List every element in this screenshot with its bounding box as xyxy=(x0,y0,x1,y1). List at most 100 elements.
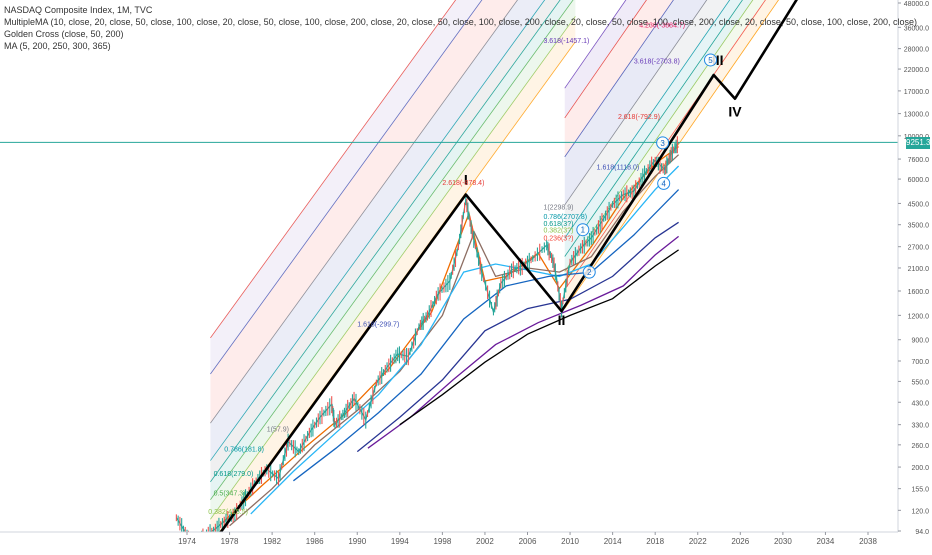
fib-level-label: 1(57.9) xyxy=(267,426,289,433)
sub-wave-marker xyxy=(576,223,590,237)
legend-multiple-ma: MultipleMA (10, close, 20, close, 50, cl… xyxy=(4,17,918,27)
sub-wave-marker xyxy=(704,53,718,67)
y-tick-label: 17000.0 xyxy=(904,89,929,96)
moving-average-line xyxy=(356,221,679,453)
y-tick-label: 22000.0 xyxy=(904,67,929,74)
x-tick-label: 1998 xyxy=(433,537,451,546)
fib-channel-line xyxy=(564,0,647,119)
y-tick-label: 550.0 xyxy=(911,379,929,386)
x-tick-label: 1978 xyxy=(221,537,239,546)
y-tick-label: 4500.0 xyxy=(908,201,930,208)
y-tick-label: 13000.0 xyxy=(904,112,929,119)
y-tick-label: 260.0 xyxy=(911,443,929,450)
sub-wave-label: 1 xyxy=(581,226,586,235)
y-tick-label: 7600.0 xyxy=(908,157,930,164)
fib-level-label: 0.618(279.0) xyxy=(214,471,254,478)
fib-channel-line xyxy=(564,0,674,158)
y-tick-label: 155.0 xyxy=(911,487,929,494)
moving-average-line xyxy=(367,235,680,449)
x-tick-label: 2018 xyxy=(646,537,664,546)
x-tick-label: 2034 xyxy=(817,537,835,546)
moving-average-line xyxy=(399,249,679,426)
fib-channel-line xyxy=(210,0,574,500)
wave-label: III xyxy=(712,52,724,68)
fib-channel-band xyxy=(210,16,576,545)
sub-wave-label: 5 xyxy=(708,56,713,65)
fib-level-label: 1.618(1118.0) xyxy=(597,165,640,172)
sub-wave-marker xyxy=(656,136,670,150)
fib-channel-line xyxy=(564,0,731,239)
legend-golden-cross: Golden Cross (close, 50, 200) xyxy=(4,29,124,39)
y-tick-label: 2700.0 xyxy=(908,245,930,252)
fib-channel-line xyxy=(210,0,483,375)
y-tick-label: 36000.0 xyxy=(904,25,929,32)
y-tick-label: 120.0 xyxy=(911,508,929,515)
fib-channel-line xyxy=(210,0,457,339)
legend-ma: MA (5, 200, 250, 300, 365) xyxy=(4,41,111,51)
moving-average-line xyxy=(229,154,680,527)
x-tick-label: 2006 xyxy=(519,537,537,546)
fib-level-label: 0.236(3?) xyxy=(543,236,573,243)
fib-level-label: 0.382(3?) xyxy=(543,227,573,234)
fib-channel-line xyxy=(210,16,576,520)
fib-level-label: 1(2298.9) xyxy=(543,204,573,211)
y-tick-label: 1600.0 xyxy=(908,289,930,296)
fib-channel-line xyxy=(564,0,754,272)
y-axis-panel xyxy=(898,0,932,550)
sub-wave-marker xyxy=(582,265,596,279)
y-tick-label: 330.0 xyxy=(911,423,929,430)
fib-level-label: 0.786(181.8) xyxy=(224,447,264,454)
fib-channel-line xyxy=(564,0,766,290)
x-tick-label: 1994 xyxy=(391,537,409,546)
y-tick-label: 900.0 xyxy=(911,338,929,345)
wave-label: II xyxy=(558,312,566,328)
fib-level-label: 4.236(-3884.7) xyxy=(639,22,685,29)
x-tick-label: 1986 xyxy=(306,537,324,546)
legend-title: NASDAQ Composite Index, 1M, TVC xyxy=(4,5,153,15)
x-tick-label: 2038 xyxy=(859,537,877,546)
fib-level-label: 0.618(3?) xyxy=(543,221,573,228)
x-tick-label: 2026 xyxy=(731,537,749,546)
y-tick-label: 430.0 xyxy=(911,400,929,407)
elliott-wave-line xyxy=(217,0,798,536)
y-tick-label: 1200.0 xyxy=(908,313,930,320)
fib-level-label: 0.382(415.5) xyxy=(208,509,248,516)
fib-channel-line xyxy=(210,0,561,483)
last-price-badge: 9251.3 xyxy=(906,137,931,149)
fib-channel-line xyxy=(564,0,743,257)
x-tick-label: 1990 xyxy=(348,537,366,546)
y-tick-label: 3500.0 xyxy=(908,223,930,230)
fib-channel-line xyxy=(210,0,518,424)
x-tick-label: 1982 xyxy=(263,537,281,546)
y-tick-label: 6000.0 xyxy=(908,177,930,184)
wave-label: I xyxy=(464,172,468,188)
fib-level-label: 0.5(347.3) xyxy=(214,490,246,497)
y-tick-label: 94.0 xyxy=(915,529,929,536)
x-tick-label: 2022 xyxy=(689,537,707,546)
fib-channel-line xyxy=(210,0,546,461)
sub-wave-label: 2 xyxy=(587,268,592,277)
sub-wave-label: 4 xyxy=(661,179,666,188)
wave-label: IV xyxy=(728,104,742,120)
x-axis-panel xyxy=(0,532,932,550)
y-tick-label: 2100.0 xyxy=(908,266,930,273)
fib-level-label: 0.786(2707.8) xyxy=(543,214,587,221)
chart-legend: NASDAQ Composite Index, 1M, TVC Multiple… xyxy=(4,4,917,52)
fib-channel-line xyxy=(564,0,708,206)
fib-level-label: 3.618(-2703.8) xyxy=(634,58,680,65)
x-tick-label: 2030 xyxy=(774,537,792,546)
fib-level-label: 1.618(-299.7) xyxy=(357,322,399,329)
x-tick-label: 2002 xyxy=(476,537,494,546)
fib-channel-line xyxy=(564,0,627,89)
fib-channel-band xyxy=(210,0,576,520)
sub-wave-marker xyxy=(657,176,671,190)
y-tick-label: 28000.0 xyxy=(904,47,929,54)
x-tick-label: 1974 xyxy=(178,537,196,546)
y-tick-label: 48000.0 xyxy=(904,1,929,8)
x-tick-label: 2010 xyxy=(561,537,579,546)
y-tick-label: 700.0 xyxy=(911,359,929,366)
y-tick-label: 200.0 xyxy=(911,465,929,472)
moving-average-line xyxy=(293,189,680,482)
